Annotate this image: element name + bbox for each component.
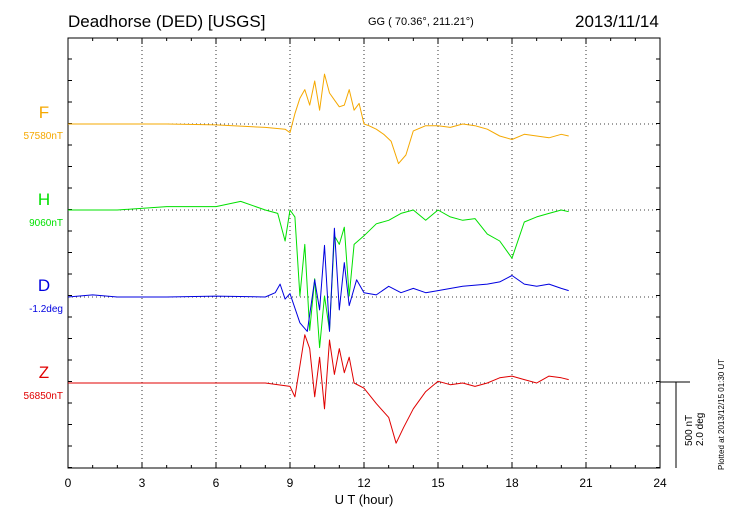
scale-bar-nt-label: 500 nT bbox=[684, 415, 695, 446]
scale-bar-deg-label: 2.0 deg bbox=[695, 413, 706, 446]
x-tick-label: 6 bbox=[213, 476, 220, 490]
x-tick-label: 18 bbox=[505, 476, 519, 490]
series-baseline-z: 56850nT bbox=[24, 391, 63, 402]
x-tick-label: 21 bbox=[579, 476, 593, 490]
series-line-f bbox=[68, 73, 569, 165]
x-tick-label: 24 bbox=[653, 476, 667, 490]
x-tick-label: 15 bbox=[431, 476, 445, 490]
series-line-h bbox=[68, 200, 569, 349]
plotted-note: Plotted at 2013/12/15 01:30 UT bbox=[717, 359, 726, 470]
series-line-z bbox=[68, 334, 569, 444]
x-tick-label: 9 bbox=[287, 476, 294, 490]
series-baseline-f: 57580nT bbox=[24, 131, 63, 142]
series-line-d bbox=[67, 227, 569, 332]
series-name-z: Z bbox=[39, 363, 49, 382]
x-tick-label: 3 bbox=[139, 476, 146, 490]
station-title: Deadhorse (DED) [USGS] bbox=[68, 12, 266, 31]
coordinates-label: GG ( 70.36°, 211.21°) bbox=[368, 16, 474, 28]
series-baseline-h: 9060nT bbox=[29, 218, 63, 229]
date-label: 2013/11/14 bbox=[575, 12, 659, 31]
x-tick-label: 12 bbox=[357, 476, 371, 490]
x-tick-label: 0 bbox=[65, 476, 72, 490]
series-baseline-d: -1.2deg bbox=[29, 304, 63, 315]
series-name-h: H bbox=[38, 190, 50, 209]
x-axis-label: U T (hour) bbox=[335, 492, 394, 507]
series-name-f: F bbox=[39, 103, 49, 122]
series-name-d: D bbox=[38, 276, 50, 295]
